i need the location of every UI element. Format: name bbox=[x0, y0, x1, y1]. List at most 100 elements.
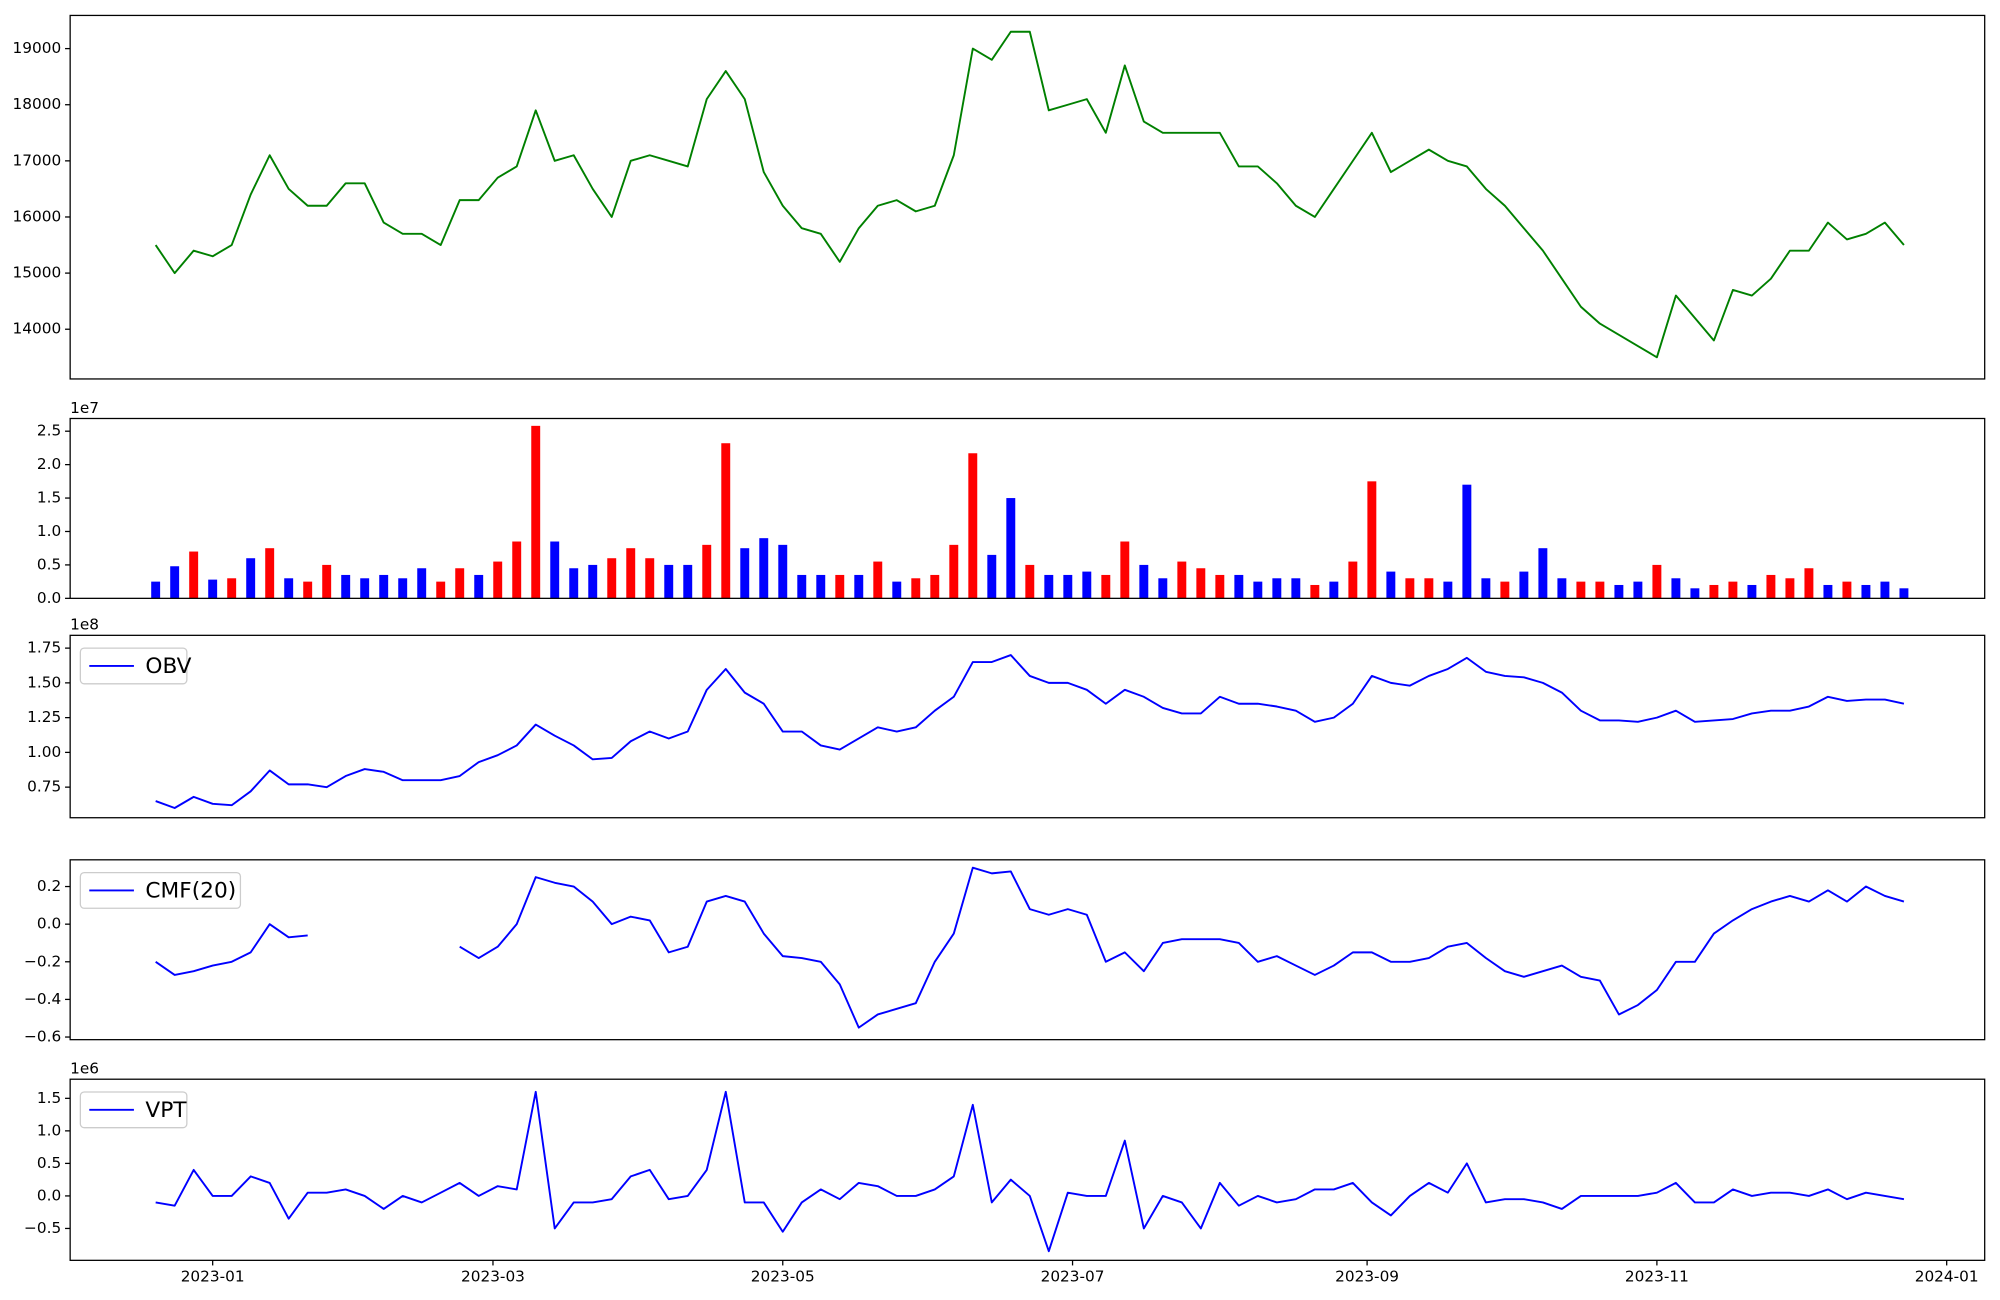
volume-bar bbox=[1424, 578, 1434, 599]
y-tick-label: 1.0 bbox=[37, 522, 61, 540]
volume-bar bbox=[1462, 484, 1472, 599]
volume-bar bbox=[398, 578, 408, 599]
volume-bar bbox=[873, 561, 883, 599]
volume-bar bbox=[1139, 564, 1149, 599]
volume-bar bbox=[1234, 574, 1244, 599]
volume-bar bbox=[1690, 588, 1700, 599]
volume-bar bbox=[683, 564, 693, 599]
y-tick-label: −0.5 bbox=[24, 1219, 61, 1237]
x-tick-label: 2023-09 bbox=[1335, 1267, 1399, 1285]
volume-bar bbox=[626, 548, 636, 599]
offset-label: 1e8 bbox=[70, 616, 99, 634]
volume-bar bbox=[436, 581, 446, 599]
panel: −0.5 0.0 0.5 1.0 1.5 1e6 bbox=[24, 1060, 1986, 1261]
volume-bar bbox=[702, 544, 712, 599]
panel: 14000 15000 16000 17000 18000 19000 bbox=[13, 14, 1986, 380]
volume-bar bbox=[417, 568, 427, 599]
volume-bar bbox=[1747, 584, 1757, 599]
volume-bar bbox=[208, 579, 218, 599]
axes-frame bbox=[69, 417, 1986, 599]
y-tick-label: 18000 bbox=[13, 95, 62, 113]
x-tick-label: 2023-01 bbox=[181, 1267, 245, 1285]
volume-bar bbox=[1329, 581, 1339, 599]
axes-frame bbox=[69, 14, 1986, 380]
volume-bar bbox=[968, 453, 978, 599]
volume-bar bbox=[1500, 581, 1510, 599]
volume-bar bbox=[1519, 571, 1529, 599]
offset-label: 1e7 bbox=[70, 399, 99, 417]
volume-bar bbox=[1272, 578, 1282, 599]
y-tick-label: 0.75 bbox=[27, 778, 61, 796]
y-tick-label: 1.75 bbox=[27, 639, 61, 657]
volume-bar bbox=[816, 574, 826, 599]
volume-bar bbox=[474, 574, 484, 599]
volume-bar bbox=[550, 541, 560, 599]
volume-bar bbox=[1215, 574, 1225, 599]
y-tick-label: 1.00 bbox=[27, 743, 61, 761]
volume-bar bbox=[1177, 561, 1187, 599]
volume-bar bbox=[284, 578, 294, 599]
volume-bar bbox=[1804, 568, 1814, 599]
volume-bar bbox=[930, 574, 940, 599]
volume-bar bbox=[1291, 578, 1301, 599]
volume-bar bbox=[1082, 571, 1092, 599]
volume-bar bbox=[1443, 581, 1453, 599]
volume-bar bbox=[1386, 571, 1396, 599]
legend-label: CMF(20) bbox=[145, 879, 236, 904]
volume-bar bbox=[759, 538, 769, 599]
volume-bar bbox=[1481, 578, 1491, 599]
volume-bar bbox=[1671, 578, 1681, 599]
axes-frame bbox=[69, 634, 1986, 819]
y-tick-label: 2.0 bbox=[37, 455, 61, 473]
volume-bar bbox=[360, 578, 370, 599]
y-tick-label: 14000 bbox=[13, 320, 62, 338]
y-tick-label: 19000 bbox=[13, 39, 62, 57]
volume-bar bbox=[1823, 584, 1833, 599]
volume-bar bbox=[170, 566, 180, 599]
volume-bar bbox=[1538, 548, 1548, 599]
volume-bar bbox=[1253, 581, 1263, 599]
volume-bar bbox=[1861, 584, 1871, 599]
y-tick-label: 15000 bbox=[13, 264, 62, 282]
volume-bar bbox=[1709, 584, 1719, 599]
volume-bar bbox=[1633, 581, 1643, 599]
volume-bar bbox=[835, 574, 845, 599]
volume-bar bbox=[303, 581, 313, 599]
volume-bar bbox=[1842, 581, 1852, 599]
volume-bar bbox=[778, 544, 788, 599]
volume-bar bbox=[512, 541, 522, 599]
volume-bar bbox=[1310, 584, 1320, 599]
axes-frame bbox=[69, 859, 1986, 1041]
legend: VPT bbox=[79, 1091, 188, 1129]
volume-bar bbox=[531, 425, 541, 599]
volume-bar bbox=[1025, 564, 1035, 599]
y-tick-label: 0.0 bbox=[37, 1186, 61, 1204]
volume-bar bbox=[1101, 574, 1111, 599]
volume-bar bbox=[341, 574, 351, 599]
offset-label: 1e6 bbox=[70, 1060, 99, 1078]
y-tick-label: 1.25 bbox=[27, 708, 61, 726]
series-line bbox=[154, 30, 1905, 359]
volume-bar bbox=[265, 548, 275, 599]
y-tick-label: −0.6 bbox=[24, 1028, 61, 1046]
legend-label: OBV bbox=[145, 654, 191, 679]
volume-bar bbox=[1120, 541, 1130, 599]
volume-bar bbox=[1044, 574, 1054, 599]
volume-bar bbox=[1595, 581, 1605, 599]
legend: CMF(20) bbox=[79, 871, 242, 909]
x-tick-label: 2023-07 bbox=[1041, 1267, 1105, 1285]
volume-bar bbox=[664, 564, 674, 599]
y-tick-label: 1.5 bbox=[37, 1089, 61, 1107]
volume-bar bbox=[246, 558, 256, 599]
volume-bar bbox=[1063, 574, 1073, 599]
volume-bar bbox=[1899, 588, 1909, 599]
x-tick-label: 2024-01 bbox=[1915, 1267, 1979, 1285]
volume-bar bbox=[1006, 498, 1016, 599]
y-tick-label: 17000 bbox=[13, 151, 62, 169]
volume-bar bbox=[151, 581, 161, 599]
volume-bar bbox=[854, 574, 864, 599]
volume-bar bbox=[1367, 481, 1377, 599]
volume-bar bbox=[607, 558, 617, 599]
volume-bar bbox=[1880, 581, 1890, 599]
volume-bar bbox=[797, 574, 807, 599]
